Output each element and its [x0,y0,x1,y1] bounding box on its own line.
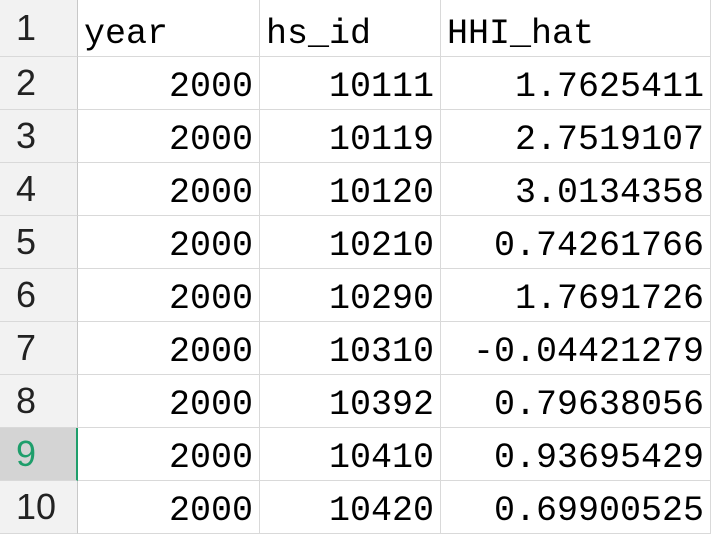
data-cell[interactable]: 0.74261766 [441,216,711,269]
data-cell[interactable]: 3.0134358 [441,163,711,216]
row-header[interactable]: 9 [0,428,78,481]
data-cell[interactable]: 10310 [260,322,441,375]
data-cell[interactable]: 10119 [260,110,441,163]
data-cell[interactable]: 2000 [78,481,260,534]
data-cell[interactable]: 10410 [260,428,441,481]
row-header[interactable]: 1 [0,0,78,57]
data-cell[interactable]: 1.7625411 [441,57,711,110]
data-cell[interactable]: 2000 [78,57,260,110]
data-cell[interactable]: 10120 [260,163,441,216]
header-cell[interactable]: hs_id [260,0,441,57]
row-header[interactable]: 2 [0,57,78,110]
row-header[interactable]: 7 [0,322,78,375]
data-cell[interactable]: 2000 [78,428,260,481]
data-cell[interactable]: 0.69900525 [441,481,711,534]
row-header[interactable]: 8 [0,375,78,428]
row-header[interactable]: 6 [0,269,78,322]
header-cell[interactable]: year [78,0,260,57]
data-cell[interactable]: 2000 [78,322,260,375]
data-cell[interactable]: 0.79638056 [441,375,711,428]
data-cell[interactable]: 10111 [260,57,441,110]
data-cell[interactable]: 2.7519107 [441,110,711,163]
data-cell[interactable]: 10290 [260,269,441,322]
data-cell[interactable]: -0.04421279 [441,322,711,375]
row-header[interactable]: 4 [0,163,78,216]
row-header[interactable]: 10 [0,481,78,534]
data-cell[interactable]: 0.93695429 [441,428,711,481]
data-cell[interactable]: 1.7691726 [441,269,711,322]
data-cell[interactable]: 10210 [260,216,441,269]
row-header[interactable]: 5 [0,216,78,269]
data-cell[interactable]: 10420 [260,481,441,534]
data-cell[interactable]: 2000 [78,216,260,269]
data-cell[interactable]: 2000 [78,375,260,428]
header-cell[interactable]: HHI_hat [441,0,711,57]
data-cell[interactable]: 2000 [78,163,260,216]
data-cell[interactable]: 2000 [78,110,260,163]
row-header[interactable]: 3 [0,110,78,163]
data-cell[interactable]: 2000 [78,269,260,322]
data-cell[interactable]: 10392 [260,375,441,428]
